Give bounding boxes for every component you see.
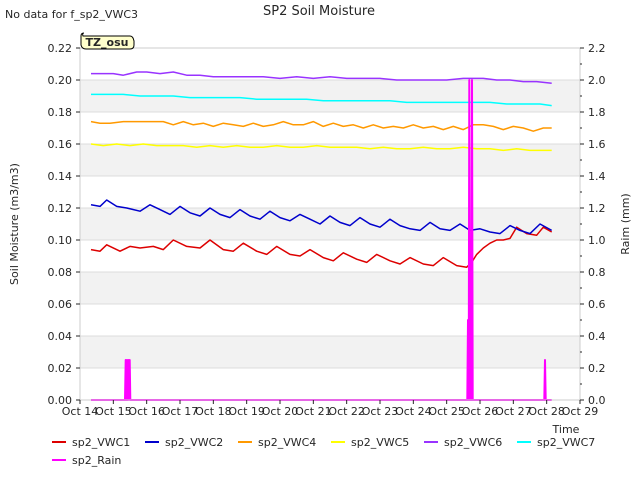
y-tick-label: 0.02 xyxy=(48,362,73,375)
x-tick-label: Oct 25 xyxy=(428,405,465,418)
x-tick-label: Oct 26 xyxy=(462,405,499,418)
x-tick-label: Oct 16 xyxy=(128,405,165,418)
y-tick-label: 0.22 xyxy=(48,42,73,55)
legend-label: sp2_VWC7 xyxy=(537,436,595,449)
plot-band xyxy=(80,240,580,272)
y-tick-label: 0.20 xyxy=(48,74,73,87)
x-tick-label: Oct 24 xyxy=(395,405,432,418)
chart-title: SP2 Soil Moisture xyxy=(263,4,375,19)
y2-tick-label: 0.2 xyxy=(588,362,606,375)
x-tick-label: Oct 23 xyxy=(362,405,399,418)
x-tick-label: Oct 19 xyxy=(228,405,265,418)
x-tick-label: Oct 15 xyxy=(95,405,132,418)
x-tick-label: Oct 22 xyxy=(328,405,365,418)
y2-tick-label: 0.4 xyxy=(588,330,606,343)
y-tick-label: 0.06 xyxy=(48,298,73,311)
x-axis-label: Time xyxy=(552,423,580,436)
plot-band xyxy=(80,208,580,240)
y2-axis-label: Raim (mm) xyxy=(619,193,632,254)
y2-tick-label: 1.2 xyxy=(588,202,606,215)
series-line-sp2_VWC1 xyxy=(90,226,553,268)
legend-item-sp2_VWC6: sp2_VWC6 xyxy=(424,436,502,449)
legend-item-sp2_Rain: sp2_Rain xyxy=(52,454,121,467)
y2-tick-label: 1.4 xyxy=(588,170,606,183)
y-tick-label: 0.12 xyxy=(48,202,73,215)
legend-item-sp2_VWC4: sp2_VWC4 xyxy=(238,436,316,449)
plot-band xyxy=(80,272,580,304)
y-axis-right: 0.0 0.2 0.4 0.6 0.8 1.0 1.2 1.4 1.6 1.8 2.0 2.2 xyxy=(580,42,606,407)
y2-tick-label: 0.6 xyxy=(588,298,606,311)
y2-tick-label: 2.0 xyxy=(588,74,606,87)
y-tick-label: 0.04 xyxy=(48,330,73,343)
y-tick-label: 0.00 xyxy=(48,394,73,407)
tz-badge-label: TZ_osu xyxy=(86,36,129,49)
series-line-sp2_VWC4 xyxy=(90,120,552,132)
plot-band xyxy=(80,144,580,176)
y2-tick-label: 1.8 xyxy=(588,106,606,119)
legend-label: sp2_Rain xyxy=(72,454,121,467)
x-tick-label: Oct 29 xyxy=(562,405,599,418)
no-data-note: No data for f_sp2_VWC3 xyxy=(5,8,138,21)
legend-item-sp2_VWC1: sp2_VWC1 xyxy=(52,436,130,449)
x-tick-label: Oct 18 xyxy=(195,405,232,418)
legend-label: sp2_VWC5 xyxy=(351,436,409,449)
y-tick-label: 0.10 xyxy=(48,234,73,247)
plot-band xyxy=(80,48,580,80)
y-tick-label: 0.14 xyxy=(48,170,73,183)
plot-band xyxy=(80,304,580,336)
y-tick-label: 0.18 xyxy=(48,106,73,119)
tz-badge-box xyxy=(80,32,135,50)
y2-tick-label: 0.0 xyxy=(588,394,606,407)
y2-tick-label: 1.6 xyxy=(588,138,606,151)
y2-tick-label: 2.2 xyxy=(588,42,606,55)
legend-item-sp2_VWC5: sp2_VWC5 xyxy=(331,436,409,449)
y-axis-left: 0.00 0.02 0.04 0.06 0.08 0.10 0.12 0.14 0.16 0.18… xyxy=(48,42,80,407)
x-tick-label: Oct 17 xyxy=(162,405,199,418)
x-tick-label: Oct 21 xyxy=(295,405,332,418)
legend-label: sp2_VWC1 xyxy=(72,436,130,449)
plot-band xyxy=(80,176,580,208)
series-line-sp2_VWC2 xyxy=(90,199,553,235)
plot-band xyxy=(80,368,580,400)
y2-tick-label: 0.8 xyxy=(588,266,606,279)
plot-background-bands xyxy=(80,48,580,400)
legend-item-sp2_VWC7: sp2_VWC7 xyxy=(517,436,595,449)
plot-band xyxy=(80,336,580,368)
legend-label: sp2_VWC6 xyxy=(444,436,502,449)
x-tick-label: Oct 14 xyxy=(62,405,99,418)
y-axis-label: Soil Moisture (m3/m3) xyxy=(8,163,21,285)
legend: sp2_VWC1 sp2_VWC2 sp2_VWC4 sp2_VWC5 sp2_VWC6… xyxy=(52,436,595,467)
series-line-sp2_VWC7 xyxy=(91,93,552,107)
legend-label: sp2_VWC4 xyxy=(258,436,316,449)
x-tick-label: Oct 27 xyxy=(495,405,532,418)
y-tick-label: 0.16 xyxy=(48,138,73,151)
series-line-sp2_VWC6 xyxy=(91,71,552,84)
legend-label: sp2_VWC2 xyxy=(165,436,223,449)
y2-tick-label: 1.0 xyxy=(588,234,606,247)
tz-badge: TZ_osu xyxy=(80,32,135,50)
legend-item-sp2_VWC2: sp2_VWC2 xyxy=(145,436,223,449)
y-tick-label: 0.08 xyxy=(48,266,73,279)
series-line-sp2_VWC5 xyxy=(90,143,552,152)
x-tick-label: Oct 20 xyxy=(262,405,299,418)
x-tick-label: Oct 28 xyxy=(528,405,565,418)
plot-band xyxy=(80,112,580,144)
